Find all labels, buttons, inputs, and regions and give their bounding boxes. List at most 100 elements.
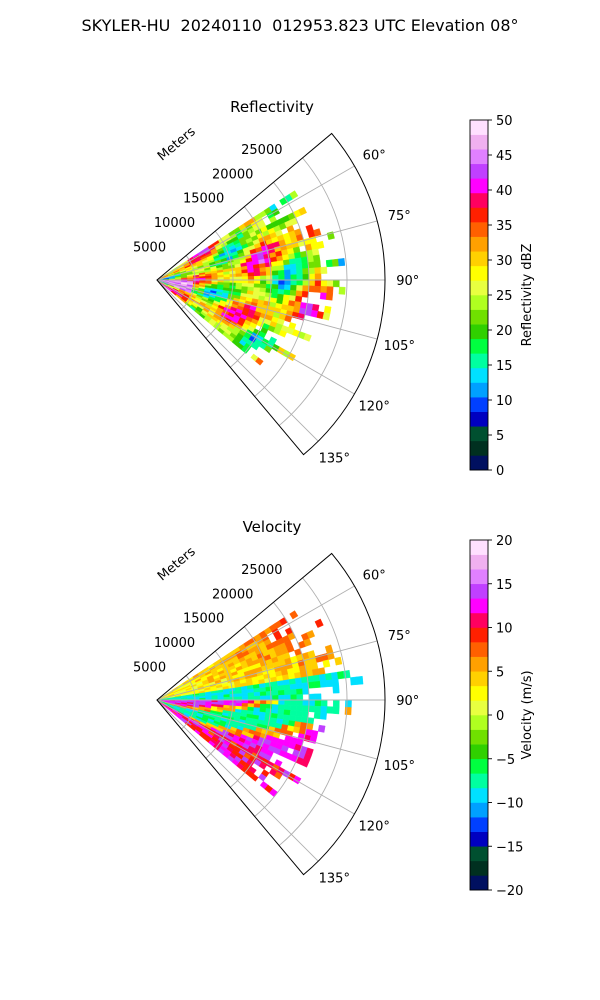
data-cell xyxy=(308,705,316,713)
data-cell xyxy=(235,699,243,704)
data-cell xyxy=(290,284,297,291)
colorbar-swatch xyxy=(470,324,488,340)
data-cell xyxy=(343,669,351,679)
colorbar-swatch xyxy=(470,251,488,267)
data-cell xyxy=(265,283,273,290)
data-cell xyxy=(253,279,261,285)
data-cell xyxy=(314,699,322,707)
data-cell xyxy=(319,680,327,688)
colorbar-swatch xyxy=(470,817,488,832)
data-cell xyxy=(323,305,332,314)
data-cell xyxy=(350,676,358,686)
data-cell xyxy=(294,257,303,265)
data-cell xyxy=(284,279,292,286)
data-cell xyxy=(235,269,243,275)
velocity-title: Velocity xyxy=(243,518,302,536)
data-cell xyxy=(326,286,334,294)
data-cell xyxy=(290,694,298,701)
data-cell xyxy=(290,689,297,696)
data-cell xyxy=(247,276,255,281)
data-cell xyxy=(241,346,250,354)
data-cell xyxy=(322,312,331,321)
colorbar-tick-label: 10 xyxy=(496,622,513,637)
data-cell xyxy=(235,276,243,281)
data-cell xyxy=(322,659,331,668)
colorbar-tick-label: 20 xyxy=(496,324,513,339)
data-cell xyxy=(271,265,279,272)
colorbar-tick-label: 35 xyxy=(496,219,513,234)
data-cell xyxy=(295,710,303,718)
data-cell xyxy=(211,695,219,699)
colorbar-swatch xyxy=(470,338,488,354)
data-cell xyxy=(320,699,328,707)
data-cell xyxy=(296,268,304,275)
data-cell xyxy=(296,274,304,281)
data-cell xyxy=(302,268,310,275)
data-cell xyxy=(265,266,273,272)
colorbar-tick-label: 0 xyxy=(496,709,504,724)
data-cell xyxy=(332,279,340,288)
data-cell xyxy=(295,262,303,270)
data-cell xyxy=(324,672,333,681)
azimuth-gridline xyxy=(156,279,378,340)
data-cell xyxy=(295,290,303,298)
data-cell xyxy=(313,260,321,269)
azimuth-gridline xyxy=(156,220,378,281)
data-cell xyxy=(284,284,291,291)
colorbar-swatch xyxy=(470,192,488,208)
data-cell xyxy=(289,190,299,200)
data-cell xyxy=(332,685,340,694)
data-cell xyxy=(274,771,283,780)
colorbar-swatch xyxy=(470,265,488,281)
azimuth-gridline xyxy=(156,699,319,862)
colorbar-tick-label: 5 xyxy=(496,665,504,680)
colorbar-tick-label: 30 xyxy=(496,254,513,269)
range-ring-gridline xyxy=(229,626,272,788)
colorbar-tick-label: 0 xyxy=(496,464,504,479)
data-cell xyxy=(271,685,279,692)
data-cell xyxy=(241,696,249,701)
data-cell xyxy=(325,259,334,268)
data-cell xyxy=(247,279,255,284)
data-cell xyxy=(307,261,315,269)
data-cell xyxy=(278,694,285,701)
data-cell xyxy=(308,693,316,701)
data-cell xyxy=(282,679,291,686)
data-cell xyxy=(326,279,334,288)
data-cell xyxy=(308,279,316,287)
data-cell xyxy=(307,681,315,689)
data-cell xyxy=(325,679,334,688)
range-tick-label: 15000 xyxy=(183,612,224,627)
data-cell xyxy=(314,285,322,293)
data-cell xyxy=(320,279,328,287)
range-ring-gridline xyxy=(229,206,272,368)
colorbar-tick-label: 45 xyxy=(496,149,513,164)
range-tick-label: 5000 xyxy=(133,241,166,256)
data-cell xyxy=(334,656,343,666)
data-cell xyxy=(260,699,267,705)
data-cell xyxy=(241,272,249,277)
colorbar-swatch xyxy=(470,642,488,657)
colorbar-label: Velocity (m/s) xyxy=(520,670,535,759)
data-cell xyxy=(272,699,279,705)
colorbar-swatch xyxy=(470,149,488,165)
colorbar-swatch xyxy=(470,236,488,252)
data-cell xyxy=(253,267,261,273)
range-ring-gridline xyxy=(205,230,234,339)
data-cell xyxy=(301,710,309,718)
colorbar-tick-label: 25 xyxy=(496,289,513,304)
data-cell xyxy=(270,261,279,267)
azimuth-tick-label: 135° xyxy=(319,871,350,886)
colorbar-swatch xyxy=(470,744,488,760)
azimuth-tick-label: 120° xyxy=(359,819,390,834)
data-cell xyxy=(337,670,345,680)
data-cell xyxy=(253,699,261,705)
data-cell xyxy=(331,258,340,267)
data-cell xyxy=(247,688,255,694)
figure-title: SKYLER-HU 20240110 012953.823 UTC Elevat… xyxy=(81,16,519,35)
colorbar-swatch xyxy=(470,583,488,599)
colorbar-swatch xyxy=(470,569,488,585)
data-cell xyxy=(251,342,260,351)
data-cell xyxy=(263,345,273,354)
